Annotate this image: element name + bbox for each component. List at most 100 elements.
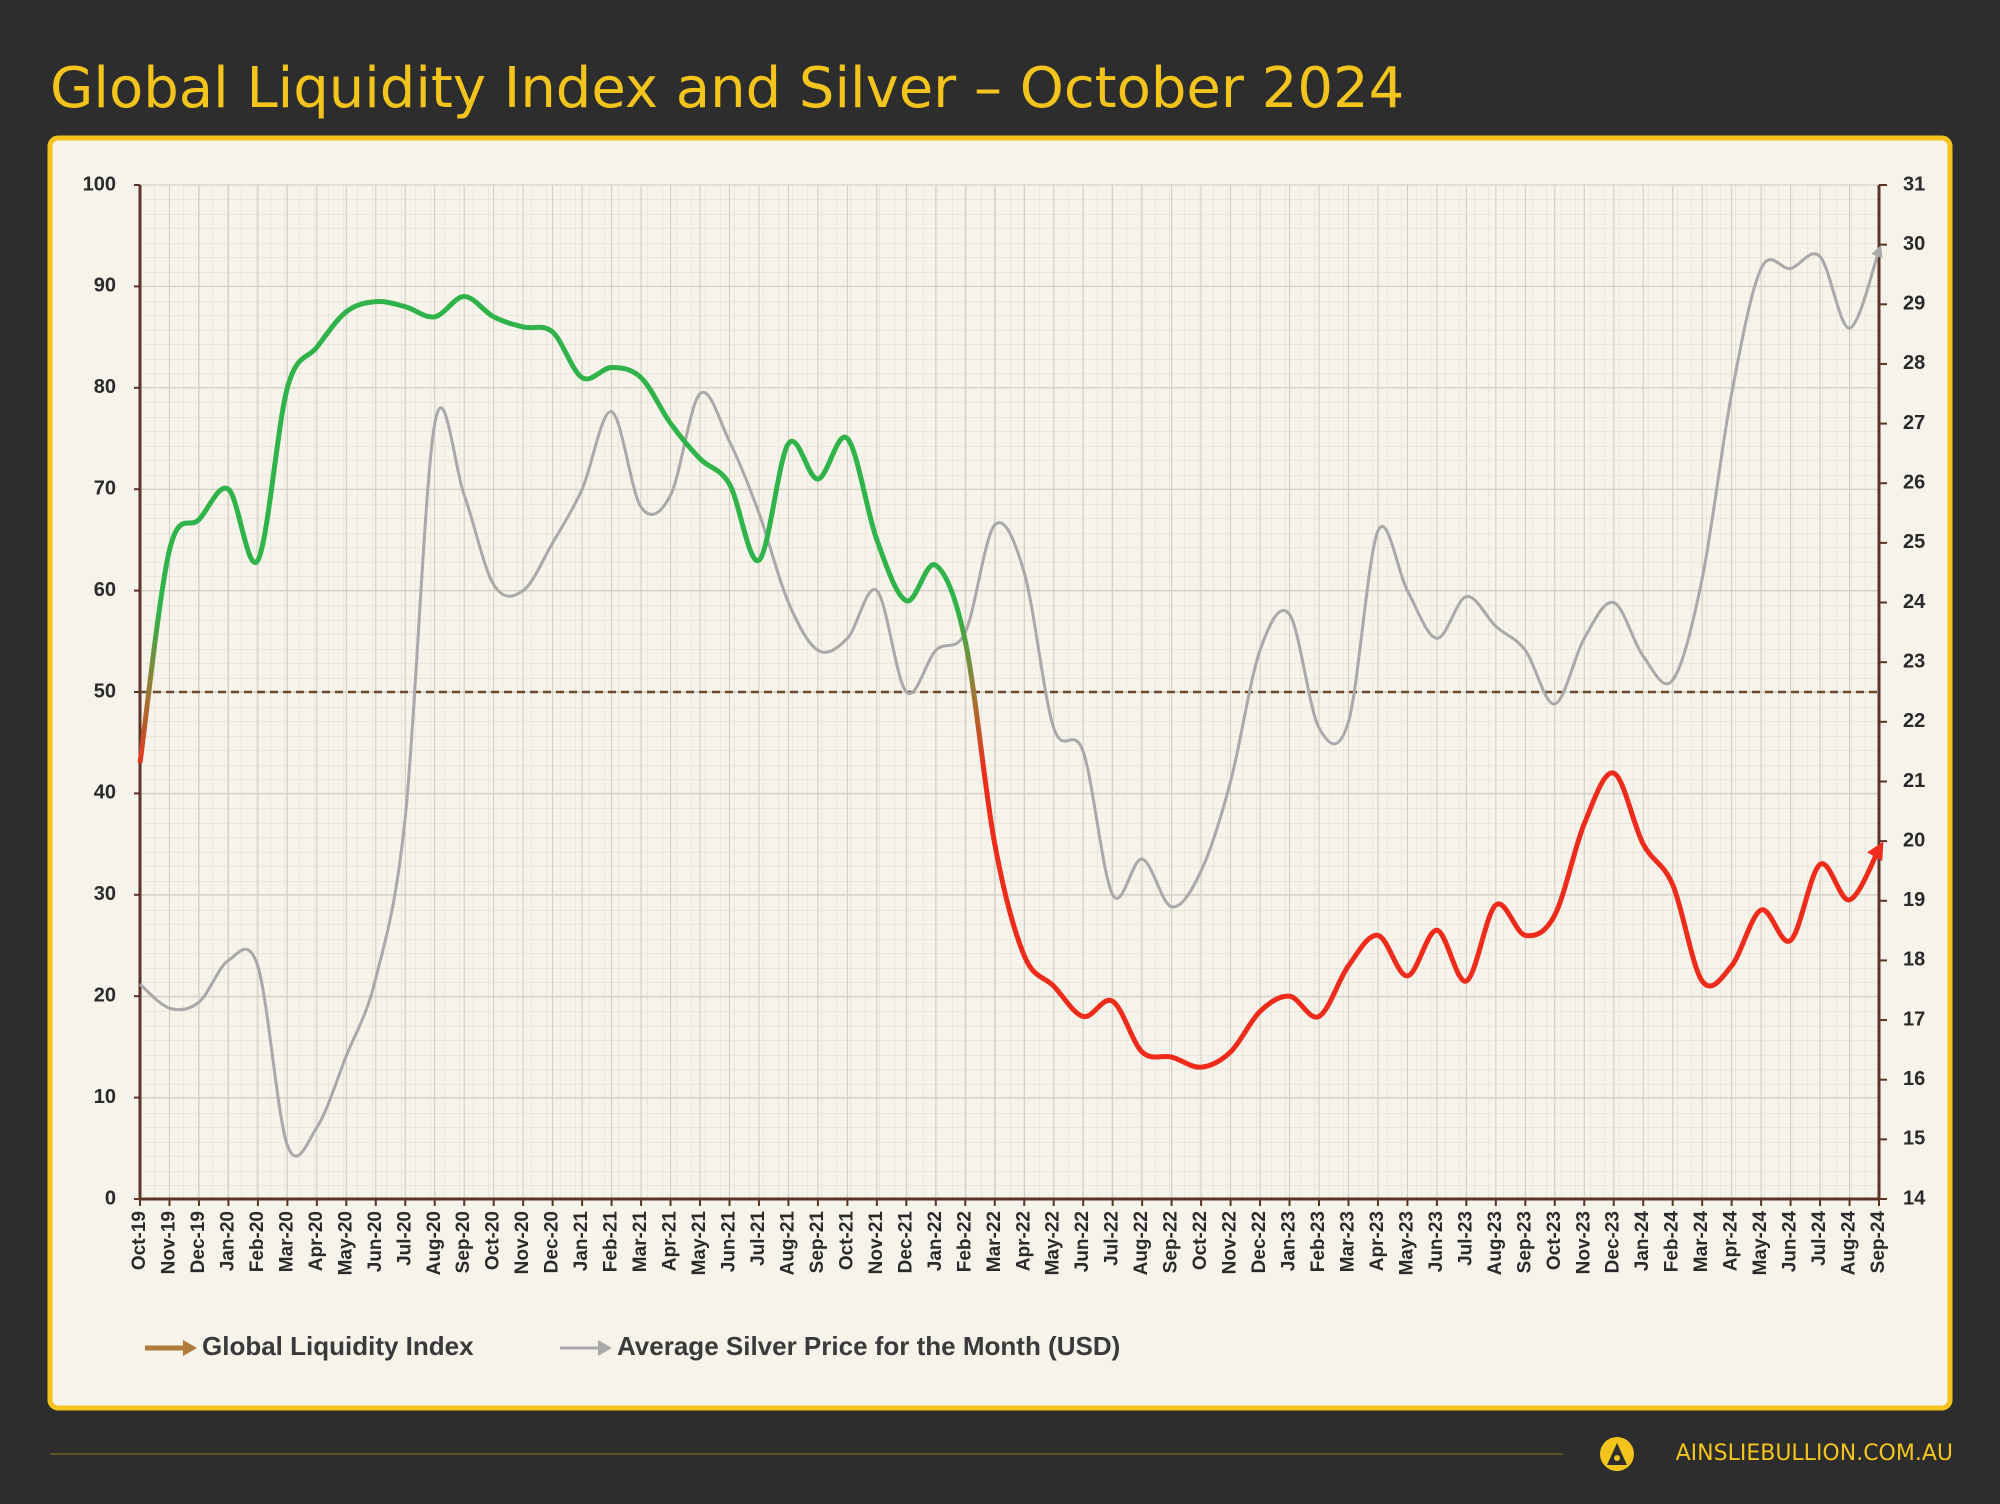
y-tick-label: 40	[94, 782, 116, 804]
x-tick-label: Apr-24	[1721, 1211, 1742, 1272]
x-tick-label: May-21	[689, 1211, 710, 1276]
x-tick-label: Mar-24	[1691, 1211, 1712, 1273]
x-tick-label: Jan-22	[925, 1211, 946, 1271]
x-tick-label: Aug-21	[777, 1211, 798, 1276]
chart: 0 10 20 30 40 50 60 70 80 90 100 14 15 16 17 18 19 20 21 22…	[83, 173, 1926, 1361]
x-tick-label: Mar-22	[984, 1211, 1005, 1272]
y2-tick-label: 20	[1903, 829, 1925, 851]
x-tick-label: Nov-19	[158, 1211, 179, 1274]
legend-label: Global Liquidity Index	[202, 1331, 474, 1361]
legend-label: Average Silver Price for the Month (USD)	[617, 1331, 1120, 1361]
chart-title: Global Liquidity Index and Silver – Octo…	[50, 56, 1404, 121]
x-tick-label: Jun-21	[719, 1211, 740, 1273]
y-tick-label: 60	[94, 579, 116, 601]
y-tick-label: 0	[105, 1187, 116, 1209]
y-tick-label: 20	[94, 984, 116, 1006]
x-tick-label: Jun-22	[1072, 1211, 1093, 1272]
x-tick-label: Feb-21	[601, 1211, 622, 1273]
y2-tick-label: 21	[1903, 770, 1925, 792]
y2-tick-label: 19	[1903, 889, 1925, 911]
y2-tick-label: 31	[1903, 173, 1925, 195]
footer-site: AINSLIEBULLION.COM.AU	[1676, 1441, 1953, 1466]
x-tick-label: Dec-20	[542, 1211, 563, 1273]
y2-tick-label: 16	[1903, 1068, 1925, 1090]
x-tick-label: Sep-20	[453, 1211, 474, 1273]
x-tick-label: Apr-22	[1013, 1211, 1034, 1271]
x-tick-label: Aug-22	[1131, 1211, 1152, 1275]
liquidity-line	[137, 294, 1884, 1070]
x-tick-label: Dec-21	[895, 1211, 916, 1274]
y2-tick-label: 17	[1903, 1008, 1925, 1030]
x-tick-label: Mar-20	[276, 1211, 297, 1272]
x-tick-label: Feb-23	[1308, 1211, 1329, 1272]
x-tick-label: Sep-23	[1514, 1211, 1535, 1273]
x-tick-label: Apr-21	[660, 1211, 681, 1272]
y2-tick-label: 28	[1903, 352, 1925, 374]
x-tick-label: Jan-24	[1632, 1211, 1653, 1272]
y2-tick-label: 23	[1903, 650, 1925, 672]
y-tick-label: 10	[94, 1086, 116, 1108]
x-tick-label: Jun-20	[365, 1211, 386, 1272]
x-tick-label: Jan-23	[1279, 1211, 1300, 1271]
x-tick-label: Aug-24	[1839, 1211, 1860, 1276]
x-tick-label: Feb-24	[1662, 1211, 1683, 1273]
y-tick-label: 50	[94, 680, 116, 702]
x-tick-label: Aug-20	[424, 1211, 445, 1275]
x-tick-label: Jun-23	[1426, 1211, 1447, 1272]
legend-arrowhead	[598, 1340, 612, 1356]
x-tick-label: Nov-21	[866, 1211, 887, 1275]
x-tick-label: Feb-22	[954, 1211, 975, 1272]
y2-tick-label: 18	[1903, 949, 1925, 971]
y-tick-label: 100	[83, 173, 116, 195]
y2-tick-label: 30	[1903, 233, 1925, 255]
x-tick-label: Mar-21	[630, 1211, 651, 1273]
x-tick-label: Feb-20	[247, 1211, 268, 1272]
x-tick-label: Oct-19	[129, 1211, 150, 1270]
x-tick-label: Jul-23	[1455, 1211, 1476, 1266]
x-tick-label: Jul-24	[1809, 1211, 1830, 1266]
x-tick-label: Nov-20	[512, 1211, 533, 1274]
x-tick-label: Sep-21	[807, 1211, 828, 1274]
x-tick-label: Apr-20	[306, 1211, 327, 1271]
x-tick-label: May-24	[1750, 1211, 1771, 1276]
silver-line	[139, 245, 1883, 1158]
y-tick-label: 90	[94, 275, 116, 297]
y2-tick-label: 29	[1903, 293, 1925, 315]
legend-arrowhead	[183, 1340, 197, 1356]
y2-tick-label: 26	[1903, 472, 1925, 494]
x-tick-label: Nov-22	[1220, 1211, 1241, 1274]
y-tick-label: 30	[94, 883, 116, 905]
y2-tick-label: 25	[1903, 531, 1925, 553]
y2-tick-label: 24	[1903, 591, 1926, 613]
logo	[1600, 1437, 1634, 1471]
x-tick-label: Jun-24	[1780, 1211, 1801, 1273]
y2-tick-label: 14	[1903, 1187, 1926, 1209]
x-tick-label: Aug-23	[1485, 1211, 1506, 1275]
x-tick-label: May-20	[335, 1211, 356, 1275]
y2-tick-label: 22	[1903, 710, 1925, 732]
x-tick-label: Jul-20	[394, 1211, 415, 1266]
x-tick-label: Sep-24	[1868, 1211, 1889, 1274]
x-tick-label: Dec-19	[188, 1211, 209, 1273]
x-tick-label: Nov-23	[1573, 1211, 1594, 1274]
x-tick-label: Sep-22	[1161, 1211, 1182, 1273]
x-tick-label: May-22	[1043, 1211, 1064, 1275]
x-tick-label: Jan-21	[571, 1211, 592, 1272]
y-tick-label: 70	[94, 477, 116, 499]
x-tick-label: Dec-23	[1603, 1211, 1624, 1273]
x-tick-label: May-23	[1396, 1211, 1417, 1275]
x-tick-label: Oct-21	[836, 1211, 857, 1271]
x-tick-label: Dec-22	[1249, 1211, 1270, 1273]
x-tick-label: Oct-22	[1190, 1211, 1211, 1270]
y2-tick-label: 27	[1903, 412, 1925, 434]
x-tick-label: Mar-23	[1337, 1211, 1358, 1272]
x-tick-label: Apr-23	[1367, 1211, 1388, 1271]
x-tick-label: Jan-20	[217, 1211, 238, 1271]
x-tick-label: Oct-23	[1544, 1211, 1565, 1270]
x-tick-label: Jul-21	[748, 1211, 769, 1266]
y-tick-label: 80	[94, 376, 116, 398]
x-tick-label: Jul-22	[1102, 1211, 1123, 1266]
x-tick-label: Oct-20	[483, 1211, 504, 1270]
y2-tick-label: 15	[1903, 1128, 1925, 1150]
